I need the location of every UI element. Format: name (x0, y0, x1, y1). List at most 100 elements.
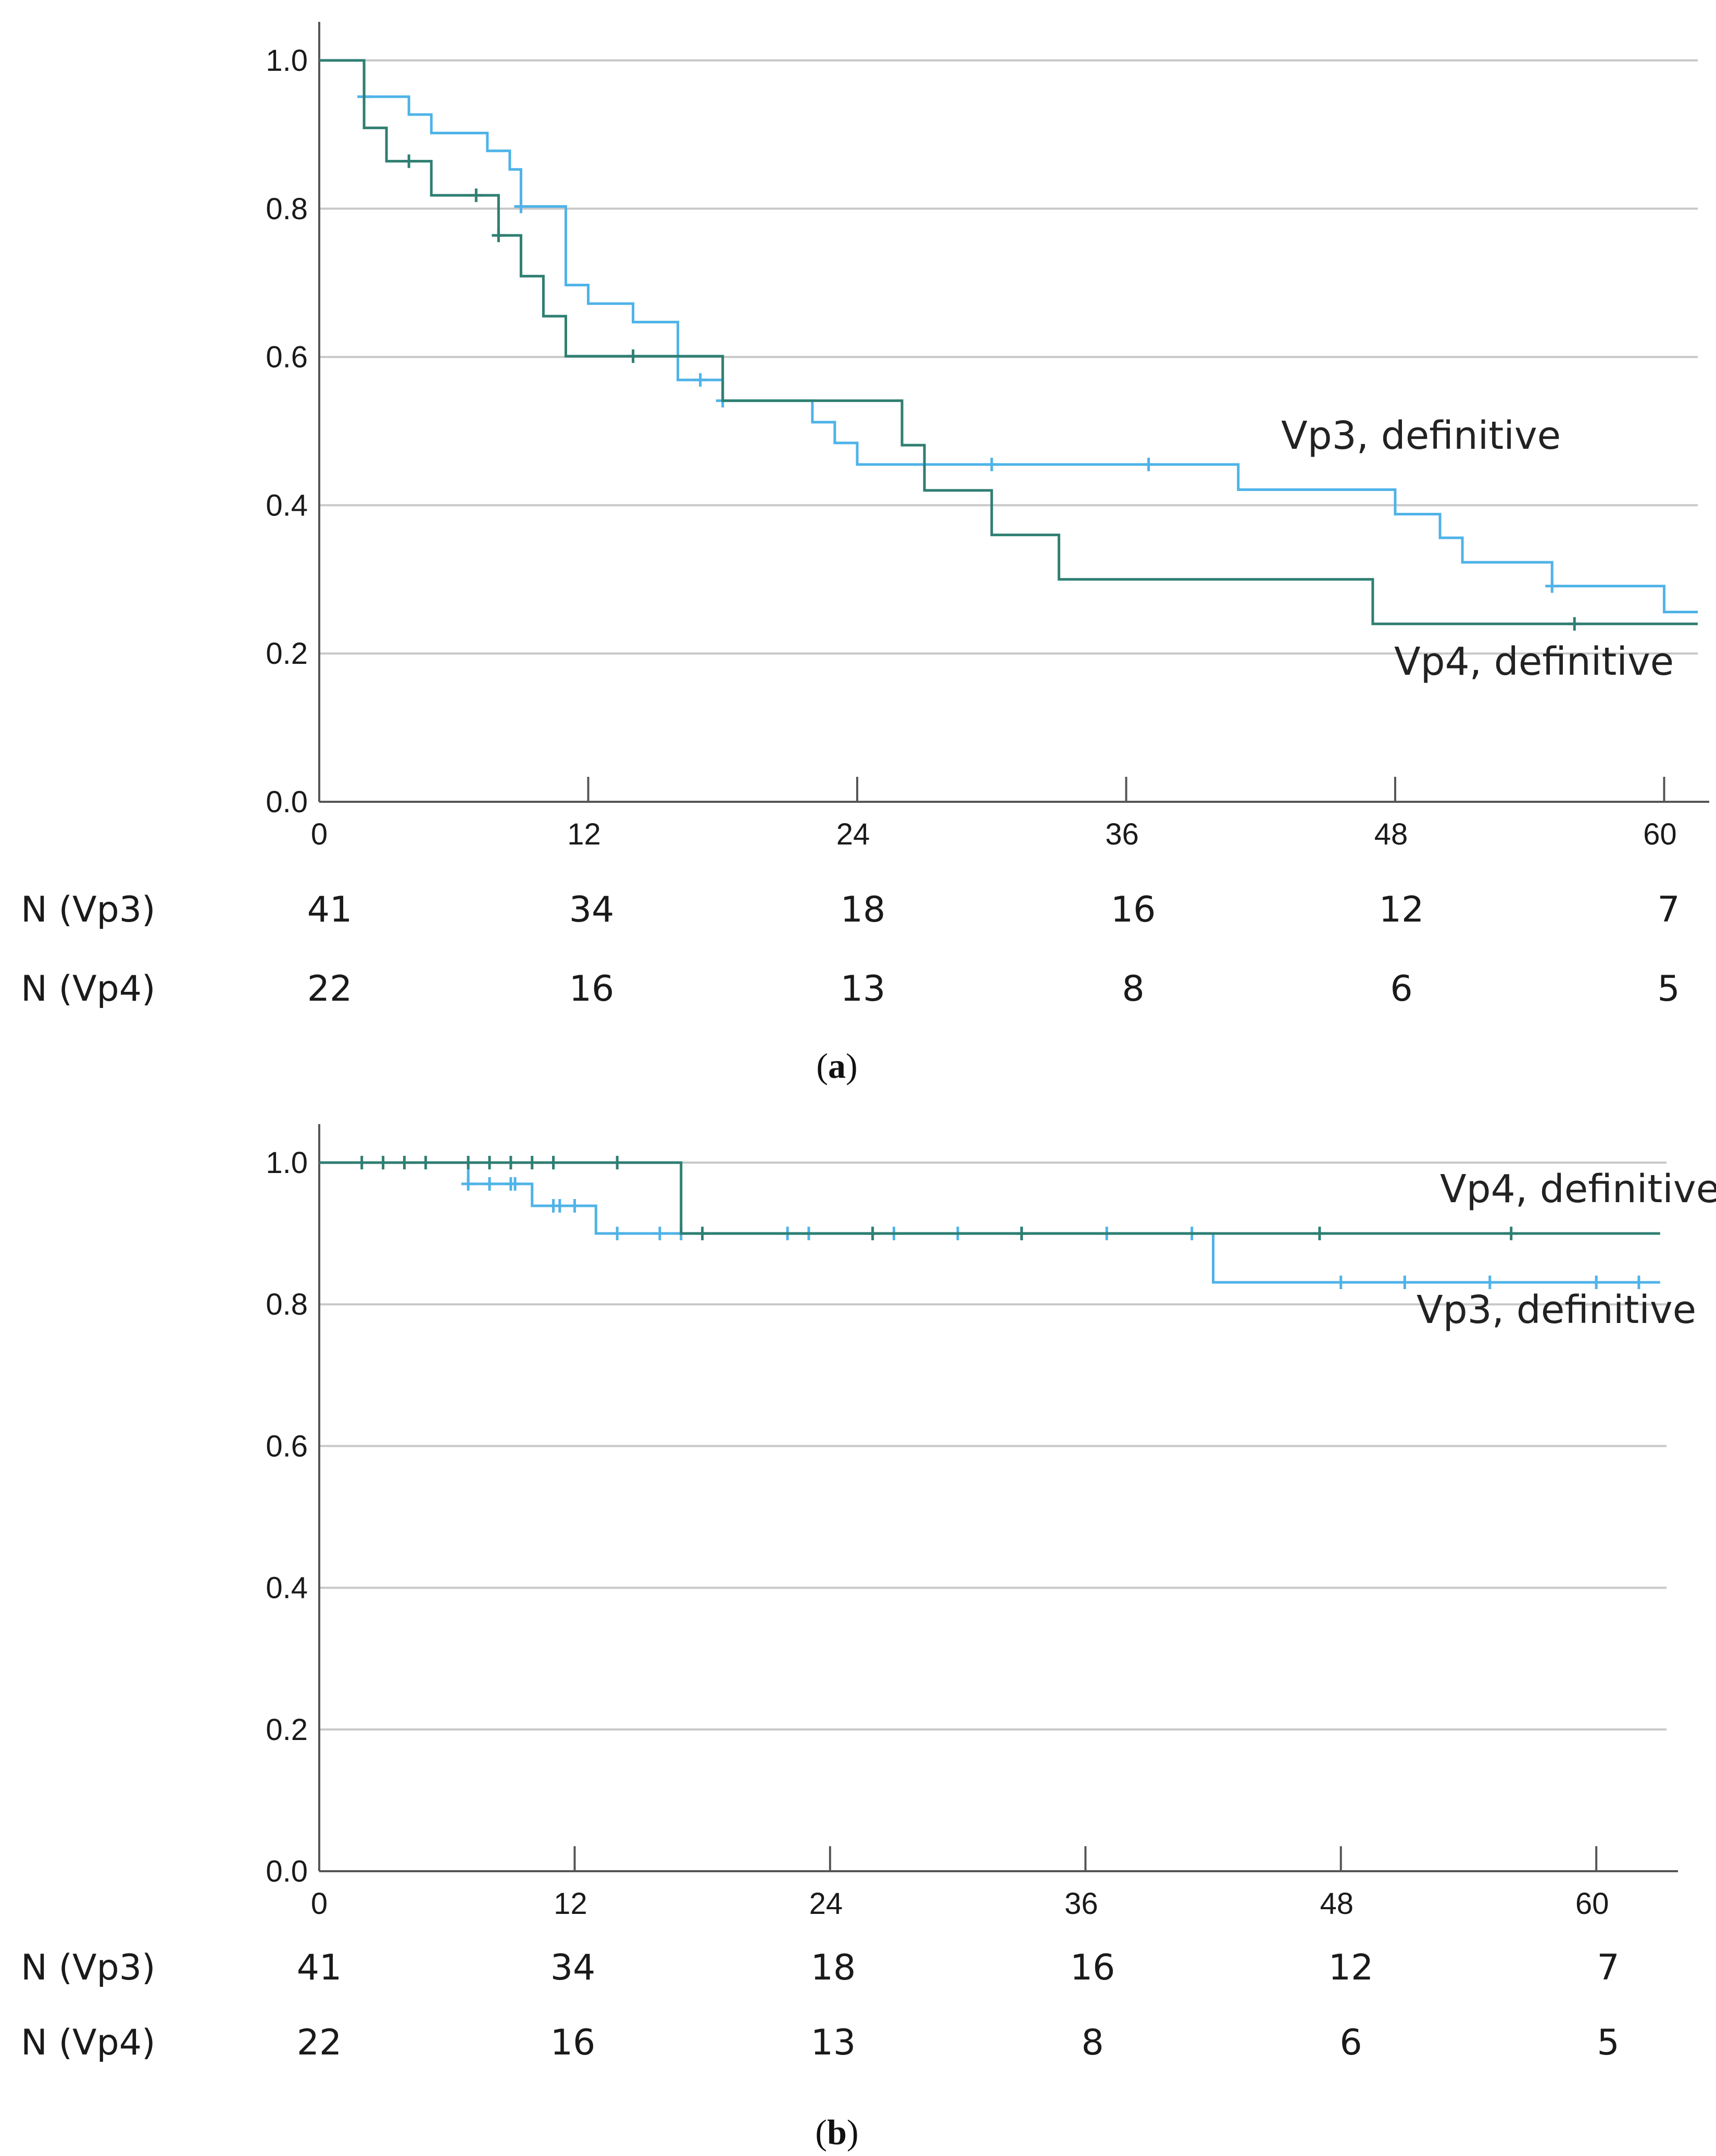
censor-mark (397, 1156, 411, 1169)
panel-label-open: ( (815, 2112, 827, 2152)
risk-count: 41 (307, 889, 353, 930)
risk-count: 5 (1597, 2022, 1619, 2063)
censor-mark (1014, 1227, 1029, 1241)
risk-count: 5 (1657, 968, 1680, 1010)
censor-mark (402, 154, 416, 168)
x-tick-label: 0 (311, 817, 328, 851)
risk-count: 8 (1122, 968, 1144, 1010)
censor-mark (1545, 579, 1559, 593)
panel-label-letter: b (827, 2112, 847, 2152)
censor-mark (469, 188, 483, 203)
panel-label: (b) (815, 2112, 858, 2152)
x-tick-label: 12 (567, 817, 601, 851)
censor-mark (1632, 1276, 1646, 1290)
censor-mark (1504, 1227, 1518, 1241)
series-label-vp3: Vp3, definitive (1417, 1288, 1696, 1332)
x-tick-label: 24 (836, 817, 870, 851)
x-tick-label: 60 (1643, 817, 1677, 851)
censor-mark (610, 1227, 624, 1241)
censor-mark (461, 1177, 475, 1191)
censor-mark (693, 373, 707, 387)
series-label-vp4: Vp4, definitive (1440, 1167, 1716, 1212)
censor-mark (1398, 1276, 1412, 1290)
risk-count: 22 (307, 968, 353, 1010)
censor-mark (653, 1227, 667, 1241)
panel-label-letter: a (828, 1046, 846, 1086)
censor-mark (626, 349, 640, 363)
y-tick-label: 0.2 (266, 1713, 308, 1747)
censor-mark (419, 1156, 433, 1169)
censor-mark (985, 458, 999, 472)
y-tick-label: 0.0 (266, 1855, 308, 1888)
y-tick-label: 1.0 (266, 1146, 308, 1180)
panel-label-open: ( (816, 1046, 828, 1086)
series-line-vp4 (319, 1161, 1660, 1235)
risk-row-label: N (Vp4) (21, 2022, 156, 2063)
x-tick-label: 24 (809, 1887, 843, 1921)
risk-count: 16 (550, 2022, 596, 2063)
censor-mark (508, 1177, 522, 1191)
y-tick-label: 0.6 (266, 341, 308, 374)
series-line-vp3 (319, 59, 1698, 613)
series-line-vp4 (319, 59, 1698, 625)
risk-count: 12 (1379, 889, 1424, 930)
panel-label: (a) (816, 1046, 857, 1086)
x-tick-label: 48 (1374, 817, 1408, 851)
y-tick-label: 0.0 (266, 785, 308, 819)
censor-mark (1568, 617, 1582, 631)
x-tick-label: 36 (1064, 1887, 1098, 1921)
risk-count: 7 (1597, 1947, 1619, 1988)
censor-mark (492, 229, 506, 243)
censor-mark (482, 1177, 496, 1191)
risk-count: 16 (1070, 1947, 1116, 1988)
censor-mark (1589, 1276, 1604, 1290)
censor-mark (553, 1199, 567, 1213)
censor-mark (1142, 458, 1156, 472)
panel-b: 0.0 0.2 0.4 0.6 0.8 1.0 0 12 24 36 48 60 Vp3, defini… (21, 1124, 1716, 2152)
risk-count: 34 (569, 889, 615, 930)
x-tick-label: 0 (311, 1887, 328, 1921)
risk-count: 12 (1329, 1947, 1374, 1988)
risk-count: 16 (569, 968, 615, 1010)
risk-count: 22 (297, 2022, 342, 2063)
y-tick-label: 0.2 (266, 637, 308, 671)
risk-count: 41 (297, 1947, 342, 1988)
risk-count: 6 (1390, 968, 1412, 1010)
risk-row-label: N (Vp3) (21, 1947, 156, 1988)
y-tick-label: 0.4 (266, 1571, 308, 1605)
panel-label-close: ) (846, 1046, 858, 1086)
series-label-vp4: Vp4, definitive (1394, 639, 1674, 684)
censor-mark (514, 199, 528, 213)
censor-mark (610, 1156, 624, 1169)
risk-count: 7 (1657, 889, 1680, 930)
risk-count: 8 (1081, 2022, 1104, 2063)
censor-mark (1483, 1276, 1497, 1290)
risk-count: 6 (1339, 2022, 1362, 2063)
y-tick-label: 0.8 (266, 192, 308, 226)
censor-mark (376, 1156, 390, 1169)
censor-mark (695, 1227, 709, 1241)
y-tick-label: 0.8 (266, 1288, 308, 1321)
risk-count: 13 (811, 2022, 856, 2063)
x-tick-label: 60 (1575, 1887, 1609, 1921)
risk-row-label: N (Vp4) (21, 968, 156, 1010)
censor-mark (482, 1156, 496, 1169)
censor-mark (568, 1199, 582, 1213)
risk-count: 34 (550, 1947, 596, 1988)
censor-mark (355, 1156, 369, 1169)
censor-mark (525, 1156, 539, 1169)
y-tick-label: 0.4 (266, 488, 308, 522)
x-tick-label: 48 (1320, 1887, 1354, 1921)
series-label-vp3: Vp3, definitive (1281, 413, 1561, 458)
censor-mark (866, 1227, 880, 1241)
censor-mark (1312, 1227, 1326, 1241)
x-tick-label: 12 (554, 1887, 587, 1921)
risk-count: 18 (811, 1947, 856, 1988)
censor-mark (504, 1156, 518, 1169)
risk-row-label: N (Vp3) (21, 889, 156, 930)
panel-label-close: ) (847, 2112, 859, 2152)
risk-count: 13 (841, 968, 886, 1010)
censor-mark (1334, 1276, 1348, 1290)
risk-count: 18 (841, 889, 886, 930)
